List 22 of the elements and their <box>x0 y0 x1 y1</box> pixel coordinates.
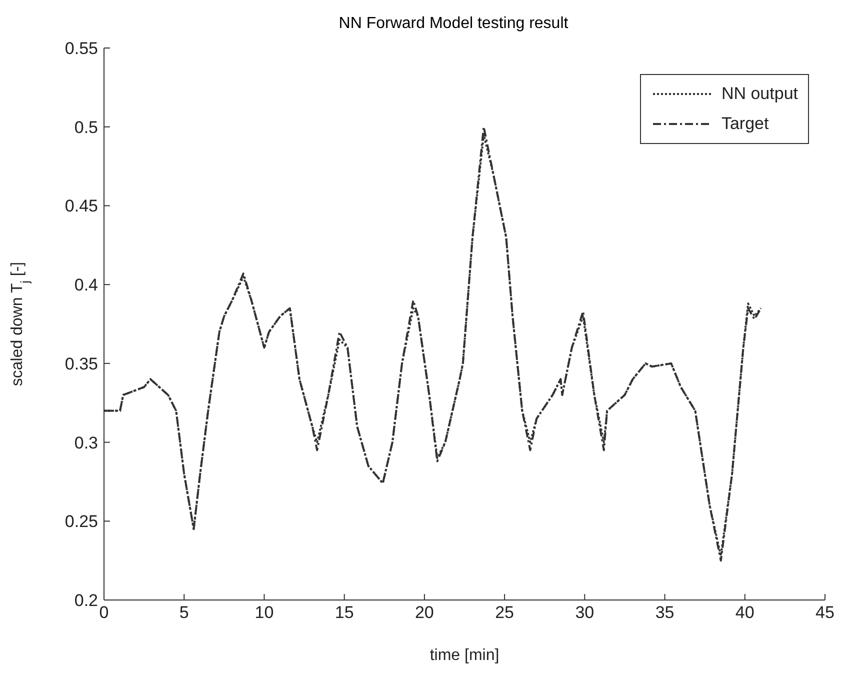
x-tick-label: 20 <box>414 603 434 622</box>
x-tick-label: 45 <box>816 603 834 622</box>
legend-label: NN output <box>721 84 798 104</box>
y-tick-label: 0.45 <box>64 196 98 216</box>
x-tick-label: 0 <box>99 603 109 622</box>
x-tick-label: 35 <box>655 603 674 622</box>
x-tick-label: 10 <box>254 603 274 622</box>
x-tick-label: 5 <box>179 603 189 622</box>
y-tick-label: 0.5 <box>74 118 98 137</box>
x-tick-label: 15 <box>334 603 354 622</box>
y-tick-label: 0.25 <box>64 512 98 532</box>
x-tick-label: 25 <box>495 603 514 622</box>
chart-title: NN Forward Model testing result <box>338 14 570 34</box>
y-tick-label: 0.4 <box>74 276 98 295</box>
legend-label: Target <box>721 114 769 134</box>
y-tick-label: 0.55 <box>64 39 98 58</box>
x-tick-label: 30 <box>575 603 594 622</box>
y-tick-label: 0.2 <box>74 591 98 610</box>
x-tick-label: 40 <box>735 603 754 622</box>
x-axis-title: time [min] <box>430 647 500 664</box>
y-tick-label: 0.3 <box>74 433 98 452</box>
y-tick-label: 0.35 <box>64 354 98 374</box>
